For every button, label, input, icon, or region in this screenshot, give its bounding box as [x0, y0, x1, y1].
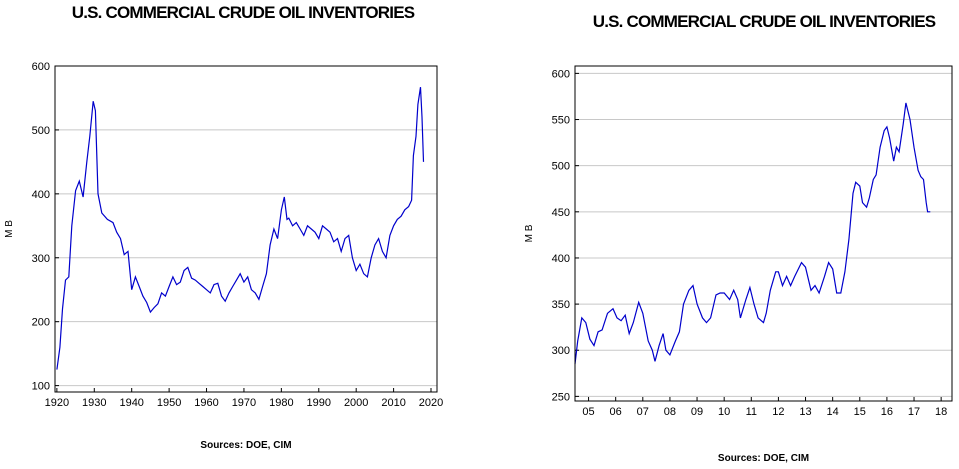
y-tick-label: 600: [32, 61, 50, 73]
x-tick-label: 10: [718, 406, 730, 418]
x-tick-label: 1970: [232, 397, 256, 409]
x-tick-label: 07: [637, 406, 649, 418]
plot-area: [575, 66, 952, 401]
x-tick-label: 1940: [119, 397, 143, 409]
y-tick-label: 200: [32, 317, 50, 329]
data-line: [574, 102, 931, 365]
x-tick-label: 2000: [344, 397, 368, 409]
data-line: [56, 87, 425, 370]
y-tick-label: 300: [552, 345, 570, 357]
y-tick-label: 250: [552, 391, 570, 403]
x-tick-label: 06: [610, 406, 622, 418]
chart-title: U.S. COMMERCIAL CRUDE OIL INVENTORIES: [72, 3, 415, 22]
x-tick-label: 2020: [419, 397, 443, 409]
source-note: Sources: DOE, CIM: [718, 453, 809, 464]
x-tick-label: 2010: [381, 397, 405, 409]
plot-frame: [54, 65, 438, 393]
y-tick-label: 500: [552, 161, 570, 173]
x-tick-label: 1950: [157, 397, 181, 409]
y-tick-label: 300: [32, 253, 50, 265]
x-tick-label: 14: [827, 406, 839, 418]
x-tick-label: 09: [691, 406, 703, 418]
chart-title: U.S. COMMERCIAL CRUDE OIL INVENTORIES: [593, 12, 936, 31]
y-tick-label: 450: [552, 207, 570, 219]
source-note: Sources: DOE, CIM: [200, 440, 291, 451]
y-axis-label: M B: [524, 224, 535, 242]
x-tick-label: 05: [582, 406, 594, 418]
y-tick-label: 550: [552, 115, 570, 127]
x-tick-label: 13: [799, 406, 811, 418]
x-tick-label: 1930: [82, 397, 106, 409]
x-tick-label: 11: [746, 406, 757, 418]
plot-frame: [574, 65, 953, 402]
x-tick-label: 15: [854, 406, 866, 418]
y-tick-label: 400: [32, 189, 50, 201]
y-tick-label: 350: [552, 299, 570, 311]
x-tick-label: 08: [664, 406, 676, 418]
y-tick-label: 500: [32, 125, 50, 137]
y-tick-label: 600: [552, 68, 570, 80]
x-tick-label: 1990: [307, 397, 331, 409]
x-tick-label: 1960: [194, 397, 218, 409]
plot-area: [55, 66, 437, 392]
x-tick-label: 1980: [269, 397, 293, 409]
x-tick-label: 16: [881, 406, 893, 418]
x-tick-label: 12: [772, 406, 784, 418]
y-axis-label: M B: [4, 220, 15, 238]
y-tick-label: 100: [32, 381, 50, 393]
x-tick-label: 18: [935, 406, 947, 418]
x-tick-label: 17: [908, 406, 920, 418]
y-tick-label: 400: [552, 253, 570, 265]
x-tick-label: 1920: [45, 397, 69, 409]
